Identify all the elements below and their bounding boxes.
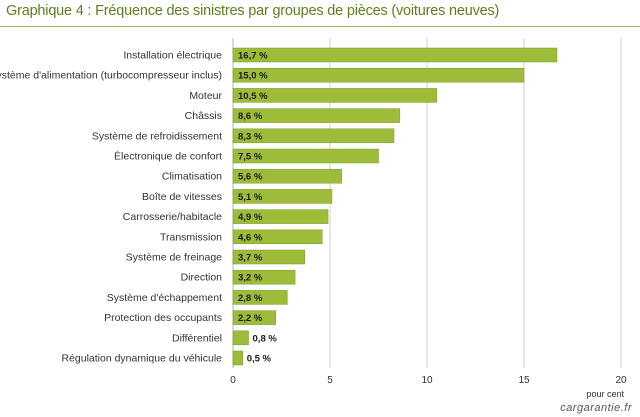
x-tick-label: 5 [327, 375, 333, 386]
category-label: Installation électrique [123, 50, 222, 62]
x-tick-label: 0 [230, 375, 236, 386]
value-label: 0,8 % [253, 333, 278, 344]
value-label: 4,9 % [238, 212, 263, 223]
bars [232, 47, 558, 366]
x-axis-unit-label: pour cent [586, 389, 624, 399]
value-label: 5,1 % [238, 192, 263, 203]
value-label: 5,6 % [238, 172, 263, 183]
category-label: Système de freinage [126, 252, 222, 264]
bar [232, 47, 558, 63]
value-labels: 16,7 % 15,0 % 10,5 % 8,6 % 8,3 % 7,5 % 5,6 % 5,… [238, 51, 277, 365]
bar [232, 168, 342, 184]
value-label: 16,7 % [238, 51, 268, 62]
value-label: 2,8 % [238, 293, 263, 304]
bar [232, 350, 243, 366]
category-label: Système d'échappement [107, 292, 222, 304]
bar [232, 209, 329, 224]
category-label: Transmission [160, 231, 222, 243]
bar [232, 189, 333, 204]
chart-title: Graphique 4 : Fréquence des sinistres pa… [6, 3, 500, 19]
bar [232, 330, 249, 346]
x-tick-label: 15 [518, 375, 530, 386]
title-divider [0, 26, 640, 27]
value-label: 7,5 % [238, 152, 263, 163]
value-label: 8,3 % [238, 131, 263, 142]
category-label: Carrosserie/habitacle [123, 211, 222, 223]
value-label: 0,5 % [247, 354, 272, 365]
category-label: Régulation dynamique du véhicule [61, 353, 222, 365]
category-label: Protection des occupants [104, 312, 222, 324]
value-label: 3,2 % [238, 273, 263, 284]
category-label: Boîte de vitesses [142, 191, 222, 203]
x-tick-label: 20 [615, 375, 627, 386]
bar [232, 128, 395, 144]
x-tick-labels: 0 5 10 15 20 [230, 375, 627, 386]
watermark: cargarantie.fr [560, 402, 632, 414]
bar [232, 148, 379, 164]
value-label: 15,0 % [238, 71, 268, 82]
bar [232, 290, 288, 305]
category-label: Électronique de confort [114, 150, 222, 163]
bar [232, 67, 525, 83]
category-labels: Installation électrique Système d'aliment… [0, 50, 222, 365]
value-label: 3,7 % [238, 253, 263, 264]
category-label: Système d'alimentation (turbocompresseur… [0, 70, 222, 82]
category-label: Châssis [185, 110, 222, 122]
category-label: Climatisation [162, 171, 222, 183]
bar [232, 88, 437, 103]
value-label: 2,2 % [238, 313, 263, 324]
x-tick-label: 10 [421, 375, 433, 386]
category-label: Direction [181, 272, 223, 284]
bar [232, 249, 306, 265]
bar [232, 229, 323, 245]
value-label: 10,5 % [238, 91, 268, 102]
value-label: 8,6 % [238, 111, 263, 122]
bar [232, 310, 276, 325]
bar [232, 108, 401, 123]
category-label: Système de refroidissement [92, 130, 222, 142]
category-label: Moteur [189, 90, 222, 102]
bar [232, 269, 296, 285]
value-label: 4,6 % [238, 232, 263, 243]
category-label: Différentiel [172, 332, 222, 344]
